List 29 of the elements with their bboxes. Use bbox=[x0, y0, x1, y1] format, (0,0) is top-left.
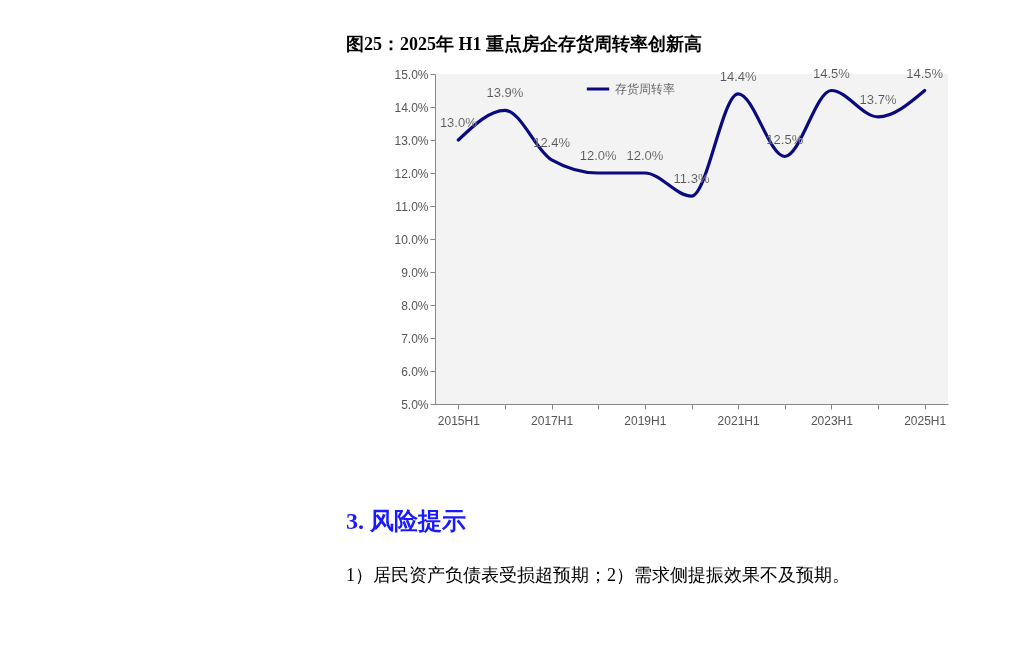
x-tick-label: 2023H1 bbox=[810, 413, 854, 428]
data-label: 12.0% bbox=[579, 148, 618, 163]
x-tick-label: 2025H1 bbox=[904, 413, 947, 428]
x-tick-label: 2021H1 bbox=[717, 413, 760, 428]
y-tick-label: 9.0% bbox=[401, 265, 429, 280]
y-tick-label: 7.0% bbox=[401, 331, 429, 346]
y-tick-label: 6.0% bbox=[401, 364, 429, 379]
data-label: 13.0% bbox=[439, 115, 478, 130]
y-tick-label: 8.0% bbox=[401, 298, 429, 313]
text: 3. 风险提示 bbox=[346, 507, 467, 536]
y-tick-label: 12.0% bbox=[394, 166, 429, 181]
data-label: 13.9% bbox=[486, 85, 524, 101]
x-tick-label: 2015H1 bbox=[437, 413, 481, 428]
y-tick-label: 15.0% bbox=[394, 67, 429, 82]
y-tick-label: 13.0% bbox=[394, 133, 429, 148]
y-tick-label: 10.0% bbox=[394, 232, 429, 247]
data-label: 14.4% bbox=[719, 68, 757, 84]
data-label: 13.7% bbox=[859, 91, 897, 107]
data-label: 14.5% bbox=[812, 65, 851, 81]
data-label: 14.5% bbox=[906, 65, 944, 81]
text: 1）居民资产负债表受损超预期；2）需求侧提振效果不及预期。 bbox=[346, 564, 851, 587]
y-tick-label: 14.0% bbox=[394, 100, 429, 115]
x-tick-label: 2019H1 bbox=[624, 413, 667, 428]
y-tick-label: 5.0% bbox=[401, 397, 429, 412]
data-label: 12.0% bbox=[626, 148, 664, 163]
legend-label: 存货周转率 bbox=[615, 82, 675, 96]
chart-title: 图25：2025年 H1 重点房企存货周转率创新高 bbox=[345, 33, 702, 54]
y-tick-label: 11.0% bbox=[395, 199, 429, 214]
x-tick-label: 2017H1 bbox=[531, 413, 574, 428]
